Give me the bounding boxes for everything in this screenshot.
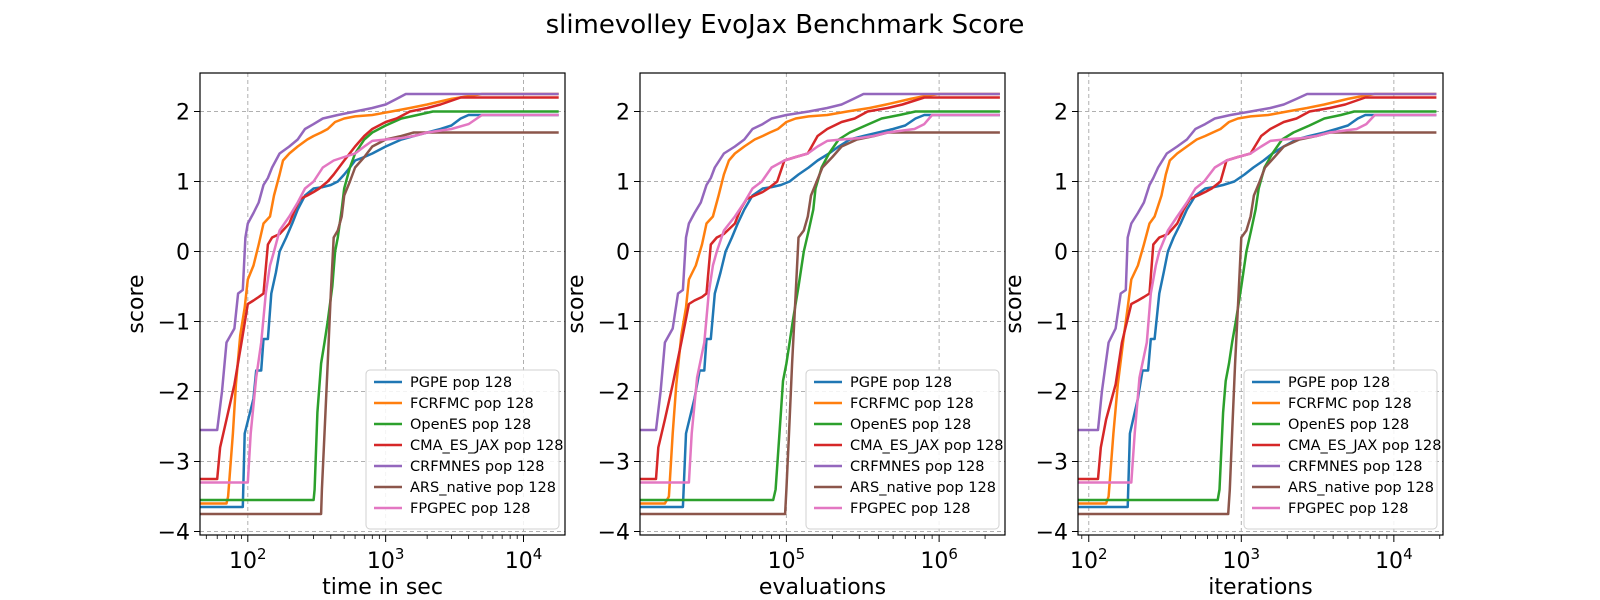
y-tick-label: 1 (616, 171, 630, 196)
x-tick-label: 103 (1223, 545, 1261, 574)
series-line (200, 96, 559, 481)
legend-label: CRFMNES pop 128 (1288, 459, 1422, 475)
legend-label: ARS_native pop 128 (1288, 480, 1434, 496)
y-axis-label: score (564, 274, 589, 333)
legend: PGPE pop 128 FCRFMC pop 128 OpenES pop 128… (1243, 369, 1441, 530)
legend-label: CRFMNES pop 128 (410, 459, 544, 475)
series-line (200, 113, 559, 484)
series-line (200, 92, 559, 432)
y-tick-label: −2 (1036, 381, 1068, 406)
y-tick-label: −3 (598, 451, 630, 476)
series-line (640, 92, 1000, 432)
y-tick-label: −4 (1036, 521, 1068, 546)
chart-panel-3: −4 −3 −2 −1 0 1 2 102 103 104 iterations score PGPE … (1002, 72, 1444, 600)
y-tick-label: −4 (158, 521, 190, 546)
x-axis-label: time in sec (322, 575, 443, 600)
axes-frame (639, 72, 1006, 536)
legend-label: FPGPEC pop 128 (410, 501, 531, 517)
legend-label: PGPE pop 128 (410, 375, 512, 391)
legend-label: FCRFMC pop 128 (850, 396, 974, 412)
legend-label: FCRFMC pop 128 (1288, 396, 1412, 412)
legend: PGPE pop 128 FCRFMC pop 128 OpenES pop 128… (365, 369, 563, 530)
series-line (200, 92, 559, 505)
y-tick-label: 2 (616, 101, 630, 126)
minor-ticks (679, 535, 986, 539)
figure-title: slimevolley EvoJax Benchmark Score (546, 10, 1025, 40)
series-line (1078, 96, 1437, 481)
legend-label: PGPE pop 128 (850, 375, 952, 391)
axes-frame (199, 72, 566, 536)
legend-label: ARS_native pop 128 (850, 480, 996, 496)
legend-label: CMA_ES_JAX pop 128 (410, 438, 563, 454)
legend-label: FCRFMC pop 128 (410, 396, 534, 412)
x-tick-label: 106 (920, 545, 958, 574)
x-tick-label: 102 (229, 545, 267, 574)
series-line (1078, 113, 1437, 484)
y-tick-label: −1 (158, 311, 190, 336)
x-tick-label: 103 (367, 545, 405, 574)
y-tick-label: −2 (158, 381, 190, 406)
chart-panel-1: −4 −3 −2 −1 0 1 2 102 103 104 time in sec score PGPE… (124, 72, 566, 600)
y-tick-label: −3 (1036, 451, 1068, 476)
legend-label: FPGPEC pop 128 (1288, 501, 1409, 517)
x-tick-label: 104 (1375, 545, 1413, 574)
series-line (640, 92, 1000, 505)
legend-label: CMA_ES_JAX pop 128 (1288, 438, 1441, 454)
y-tick-label: −1 (598, 311, 630, 336)
y-tick-label: −4 (598, 521, 630, 546)
axes-frame (1077, 72, 1444, 536)
legend-label: CRFMNES pop 128 (850, 459, 984, 475)
legend-label: OpenES pop 128 (1288, 417, 1409, 433)
y-tick-label: −3 (158, 451, 190, 476)
y-tick-label: −2 (598, 381, 630, 406)
legend-box (805, 369, 1000, 530)
x-tick-label: 104 (505, 545, 543, 574)
legend: PGPE pop 128 FCRFMC pop 128 OpenES pop 128… (805, 369, 1003, 530)
legend-box (365, 369, 560, 530)
y-tick-label: 0 (176, 241, 190, 266)
legend-label: FPGPEC pop 128 (850, 501, 971, 517)
legend-label: CMA_ES_JAX pop 128 (850, 438, 1003, 454)
y-tick-label: 1 (176, 171, 190, 196)
x-axis-label: evaluations (759, 575, 886, 600)
y-tick-label: 1 (1054, 171, 1068, 196)
legend-label: PGPE pop 128 (1288, 375, 1390, 391)
y-tick-label: 2 (1054, 101, 1068, 126)
chart-panel-2: −4 −3 −2 −1 0 1 2 105 106 evaluations score PGPE po… (564, 72, 1006, 600)
y-tick-label: 0 (1054, 241, 1068, 266)
y-tick-label: −1 (1036, 311, 1068, 336)
series-line (640, 110, 1000, 502)
y-axis-label: score (1002, 274, 1027, 333)
legend-label: ARS_native pop 128 (410, 480, 556, 496)
minor-ticks (205, 535, 518, 539)
legend-label: OpenES pop 128 (410, 417, 531, 433)
series-line (640, 113, 1000, 484)
x-axis-label: iterations (1208, 575, 1312, 600)
x-tick-label: 105 (768, 545, 806, 574)
y-tick-label: 2 (176, 101, 190, 126)
y-tick-label: 0 (616, 241, 630, 266)
y-axis-label: score (124, 274, 149, 333)
series-line (1078, 110, 1437, 502)
legend-label: OpenES pop 128 (850, 417, 971, 433)
minor-ticks (1081, 535, 1441, 539)
series-line (640, 96, 1000, 481)
series-line (1078, 92, 1437, 432)
series-line (1078, 113, 1437, 509)
x-tick-label: 102 (1070, 545, 1108, 574)
legend-box (1243, 369, 1438, 530)
